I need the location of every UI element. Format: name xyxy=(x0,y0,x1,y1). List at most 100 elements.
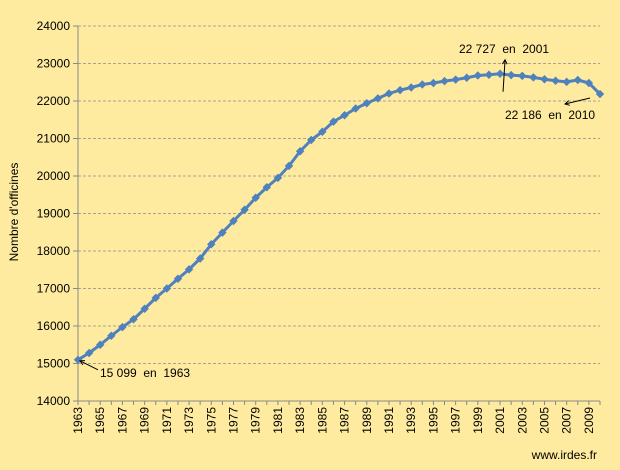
x-tick-label: 1983 xyxy=(293,407,307,434)
data-point-marker xyxy=(518,71,527,81)
data-point-marker xyxy=(240,205,249,214)
annotation-arrowhead xyxy=(563,100,570,106)
series-markers xyxy=(73,69,605,364)
x-tick-label: 1971 xyxy=(160,407,174,434)
x-tick-labels: 1963 1965 1967 1969 1971 1973 1975 1977 1979 1981… xyxy=(71,407,596,434)
data-point-marker xyxy=(218,228,227,237)
x-tick-label: 2005 xyxy=(537,407,551,434)
data-point-marker xyxy=(107,331,116,340)
x-tick-label: 1981 xyxy=(271,407,285,434)
annotation-arrowhead xyxy=(501,58,508,65)
x-tick-label: 1975 xyxy=(204,407,218,434)
data-point-marker xyxy=(362,99,371,108)
annotation-leader xyxy=(79,360,99,371)
data-point-marker xyxy=(251,193,260,202)
data-point-marker xyxy=(262,183,272,192)
annotation-arrowhead xyxy=(79,360,86,366)
data-point-marker xyxy=(473,71,483,80)
data-point-marker xyxy=(329,117,338,126)
data-point-marker xyxy=(429,78,438,88)
x-tick-label: 1977 xyxy=(226,407,240,434)
y-tick-label: 18000 xyxy=(37,244,71,258)
data-point-marker xyxy=(162,284,172,293)
x-tick-label: 1985 xyxy=(315,407,329,434)
annotation-leader xyxy=(502,59,506,92)
annotation-label: 22 186 en 2010 xyxy=(505,108,595,122)
data-point-marker xyxy=(395,85,405,95)
data-point-marker xyxy=(318,127,327,136)
data-point-marker xyxy=(406,83,416,92)
data-point-marker xyxy=(484,70,494,79)
data-point-marker xyxy=(129,315,138,324)
data-point-marker xyxy=(562,77,571,87)
data-point-marker xyxy=(384,89,394,98)
x-tick-label: 2001 xyxy=(493,407,507,434)
x-tick-label: 1963 xyxy=(71,407,85,434)
data-point-marker xyxy=(151,293,160,303)
data-point-marker xyxy=(573,75,582,85)
data-point-marker xyxy=(229,216,238,226)
y-tick-label: 21000 xyxy=(37,132,71,146)
data-point-marker xyxy=(207,240,216,249)
x-tick-label: 1995 xyxy=(426,407,440,434)
x-tick-label: 2003 xyxy=(515,407,529,434)
data-point-marker xyxy=(173,274,183,283)
data-point-marker xyxy=(118,322,127,332)
annotation-label: 22 727 en 2001 xyxy=(459,42,549,56)
data-point-marker xyxy=(495,69,505,78)
x-tick-label: 2009 xyxy=(582,407,596,434)
data-point-marker xyxy=(373,94,383,103)
y-tick-label: 16000 xyxy=(37,319,71,333)
data-point-marker xyxy=(195,254,205,263)
axes xyxy=(73,25,601,405)
data-point-marker xyxy=(96,340,105,349)
data-point-marker xyxy=(595,89,605,99)
data-point-marker xyxy=(73,355,83,364)
data-point-marker xyxy=(551,76,560,85)
y-tick-label: 15000 xyxy=(37,357,71,371)
y-tick-label: 22000 xyxy=(37,94,71,108)
data-point-marker xyxy=(295,147,305,156)
x-tick-label: 1987 xyxy=(338,407,352,434)
x-tick-label: 1973 xyxy=(182,407,196,434)
data-point-marker xyxy=(273,173,283,183)
y-tick-label: 23000 xyxy=(37,57,71,71)
annotations: 15 099 en 1963 22 727 en 2001 22 186 en 20… xyxy=(79,42,595,380)
data-point-marker xyxy=(140,304,149,313)
y-tick-label: 20000 xyxy=(37,169,71,183)
annotation-label: 15 099 en 1963 xyxy=(100,366,190,380)
data-point-marker xyxy=(84,348,94,358)
y-tick-label: 19000 xyxy=(37,207,71,221)
source-credit: www.irdes.fr xyxy=(531,448,597,462)
y-tick-label: 24000 xyxy=(37,19,71,33)
y-axis-title: Nombre d'officines xyxy=(7,163,21,262)
annotation-leader xyxy=(564,97,591,105)
data-point-marker xyxy=(451,75,460,84)
x-tick-label: 1991 xyxy=(382,407,396,434)
x-tick-label: 1965 xyxy=(93,407,107,434)
data-point-marker xyxy=(584,78,594,88)
data-point-marker xyxy=(540,75,549,84)
y-tick-labels: 14000 15000 16000 17000 18000 19000 20000 21000… xyxy=(37,19,71,408)
data-point-marker xyxy=(307,135,316,145)
x-tick-label: 1999 xyxy=(471,407,485,434)
x-tick-label: 1997 xyxy=(449,407,463,434)
data-point-marker xyxy=(351,104,360,113)
data-point-marker xyxy=(340,111,349,120)
x-tick-label: 1989 xyxy=(360,407,374,434)
data-point-marker xyxy=(529,73,538,82)
data-point-marker xyxy=(284,161,294,171)
data-point-marker xyxy=(462,73,471,82)
data-point-marker xyxy=(184,265,194,274)
x-tick-label: 1967 xyxy=(115,407,129,434)
x-tick-label: 2007 xyxy=(560,407,574,434)
data-point-marker xyxy=(440,76,449,86)
y-tick-label: 14000 xyxy=(37,394,71,408)
x-tick-label: 1969 xyxy=(138,407,152,434)
data-point-marker xyxy=(506,70,516,80)
x-tick-label: 1993 xyxy=(404,407,418,434)
x-tick-label: 1979 xyxy=(249,407,263,434)
data-point-marker xyxy=(418,80,427,89)
